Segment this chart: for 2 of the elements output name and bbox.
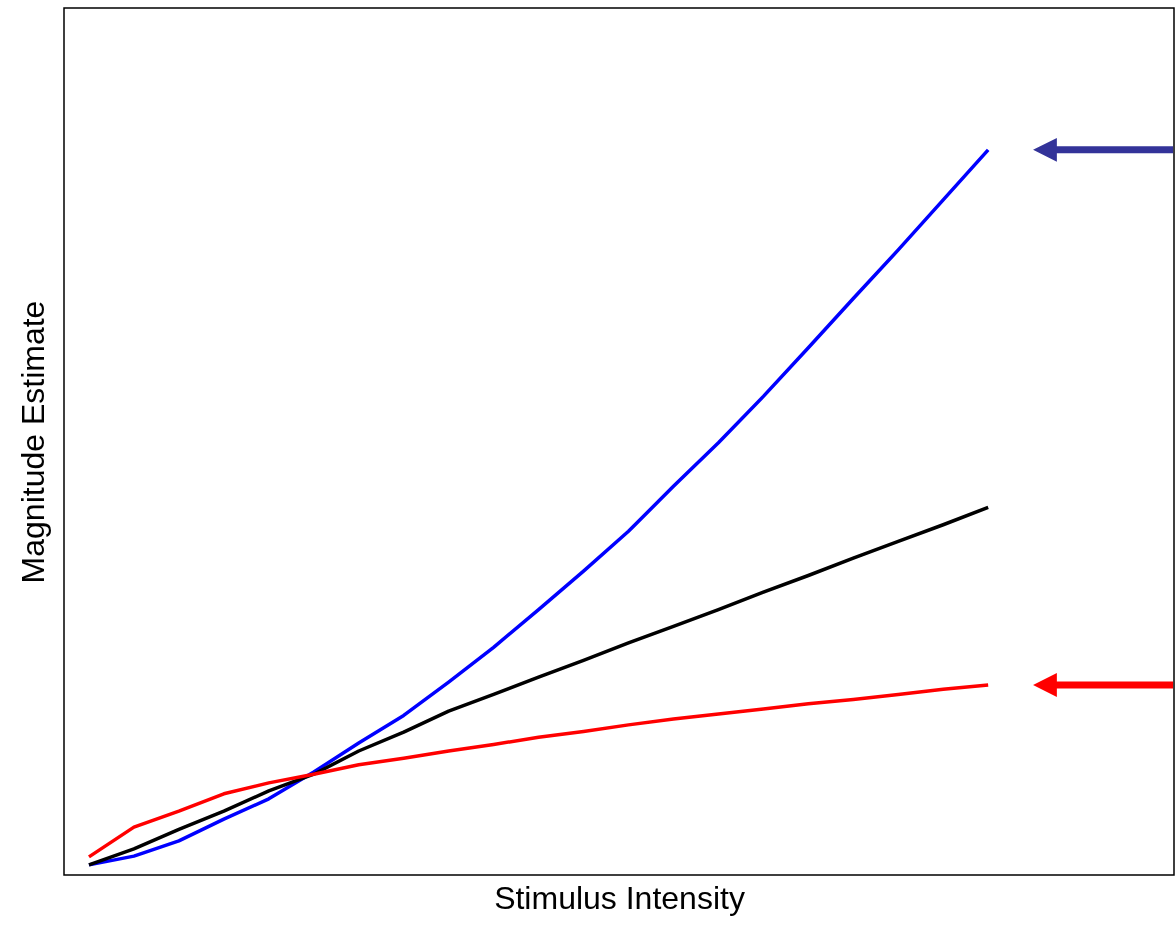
y-axis-title: Magnitude Estimate	[14, 300, 51, 584]
x-axis-title: Stimulus Intensity	[494, 879, 745, 916]
